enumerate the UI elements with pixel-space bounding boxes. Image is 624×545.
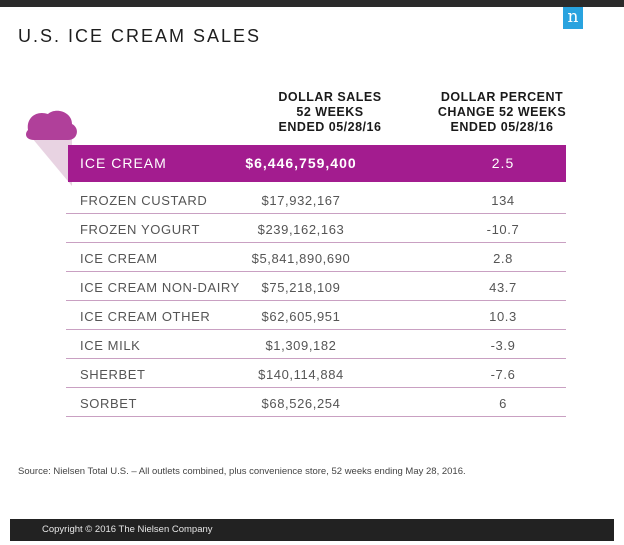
row-label: FROZEN YOGURT xyxy=(80,222,200,237)
row-percent: 43.7 xyxy=(489,280,517,295)
row-percent: 134 xyxy=(491,193,515,208)
row-label: ICE CREAM OTHER xyxy=(80,309,211,324)
table-row: FROZEN YOGURT $239,162,163 -10.7 xyxy=(66,214,566,243)
row-sales: $62,605,951 xyxy=(261,309,341,324)
row-percent: -10.7 xyxy=(486,222,520,237)
table-row: ICE CREAM OTHER $62,605,951 10.3 xyxy=(66,301,566,330)
nielsen-logo: n xyxy=(563,7,583,29)
row-sales: $68,526,254 xyxy=(261,396,341,411)
row-sales: $1,309,182 xyxy=(265,338,337,353)
table-row: ICE MILK $1,309,182 -3.9 xyxy=(66,330,566,359)
row-label: ICE CREAM NON-DAIRY xyxy=(80,280,240,295)
footer-bar: Copyright © 2016 The Nielsen Company xyxy=(10,519,614,541)
row-percent: -3.9 xyxy=(490,338,516,353)
highlight-percent: 2.5 xyxy=(491,155,515,171)
table-row: SHERBET $140,114,884 -7.6 xyxy=(66,359,566,388)
row-sales: $17,932,167 xyxy=(261,193,341,208)
table-row: ICE CREAM $5,841,890,690 2.8 xyxy=(66,243,566,272)
table-row: FROZEN CUSTARD $17,932,167 134 xyxy=(66,185,566,214)
row-label: ICE MILK xyxy=(80,338,141,353)
row-percent: 2.8 xyxy=(493,251,513,266)
row-percent: 6 xyxy=(499,396,507,411)
row-sales: $5,841,890,690 xyxy=(251,251,351,266)
top-bar xyxy=(0,0,624,7)
source-note: Source: Nielsen Total U.S. – All outlets… xyxy=(18,466,466,477)
highlight-sales: $6,446,759,400 xyxy=(245,155,357,171)
row-label: SORBET xyxy=(80,396,138,411)
row-sales: $239,162,163 xyxy=(257,222,345,237)
highlight-row-ice-cream-total: ICE CREAM $6,446,759,400 2.5 xyxy=(68,145,566,182)
ice-cream-cone-icon xyxy=(26,110,77,186)
row-sales: $140,114,884 xyxy=(258,367,344,382)
page-title: U.S. ICE CREAM SALES xyxy=(18,26,262,46)
copyright-text: Copyright © 2016 The Nielsen Company xyxy=(42,524,213,535)
column-header-percent-change: DOLLAR PERCENT CHANGE 52 WEEKS ENDED 05/… xyxy=(437,90,567,134)
table-row: SORBET $68,526,254 6 xyxy=(66,388,566,417)
table-row: ICE CREAM NON-DAIRY $75,218,109 43.7 xyxy=(66,272,566,301)
row-sales: $75,218,109 xyxy=(261,280,341,295)
row-label: FROZEN CUSTARD xyxy=(80,193,208,208)
row-percent: 10.3 xyxy=(489,309,517,324)
row-label: ICE CREAM xyxy=(80,251,158,266)
column-header-dollar-sales: DOLLAR SALES 52 WEEKS ENDED 05/28/16 xyxy=(278,90,382,134)
highlight-label: ICE CREAM xyxy=(80,155,167,171)
row-percent: -7.6 xyxy=(490,367,516,382)
row-label: SHERBET xyxy=(80,367,146,382)
